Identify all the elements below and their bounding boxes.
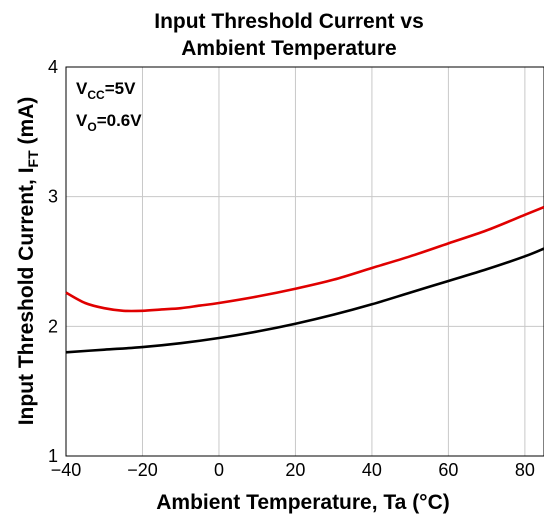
x-tick-label: 60 (438, 460, 458, 480)
x-tick-label: 20 (285, 460, 305, 480)
x-tick-label: 0 (214, 460, 224, 480)
chart-title-line2: Ambient Temperature (181, 37, 397, 60)
y-axis-label-main: Input Threshold Current, I (15, 167, 38, 425)
plot-frame (65, 66, 544, 457)
y-axis-label-sub: FT (25, 150, 41, 168)
y-tick-label: 3 (48, 187, 58, 207)
chart-title-line1: Input Threshold Current vs (154, 10, 424, 33)
x-tick-label: −40 (51, 460, 82, 480)
annotation-vo-sub: O (87, 120, 96, 134)
annotation-vcc-rest: =5V (105, 79, 136, 98)
y-tick-label: 2 (48, 316, 58, 336)
annotation-vcc: VCC=5V (76, 79, 136, 102)
tick-labels: −40 −20 0 20 40 60 80 1 2 3 4 (48, 57, 535, 480)
x-tick-label: 40 (362, 460, 382, 480)
annotation-vcc-sub: CC (87, 88, 105, 102)
x-tick-label: −20 (127, 460, 158, 480)
annotation-vo-rest: =0.6V (97, 111, 143, 130)
y-axis-label: Input Threshold Current, IFT (mA) (15, 97, 41, 426)
annotation-vo-main: V (76, 111, 88, 130)
y-tick-label: 4 (48, 57, 58, 77)
annotation-vcc-main: V (76, 79, 88, 98)
y-tick-label: 1 (48, 446, 58, 466)
annotation-vo: VO=0.6V (76, 111, 142, 134)
y-axis-label-unit: (mA) (15, 97, 38, 151)
series-layer (65, 205, 544, 354)
series-line-1 (65, 205, 544, 313)
x-tick-label: 80 (515, 460, 535, 480)
series-line-2 (65, 247, 544, 354)
x-axis-label: Ambient Temperature, Ta (°C) (156, 491, 450, 514)
grid (66, 67, 544, 456)
